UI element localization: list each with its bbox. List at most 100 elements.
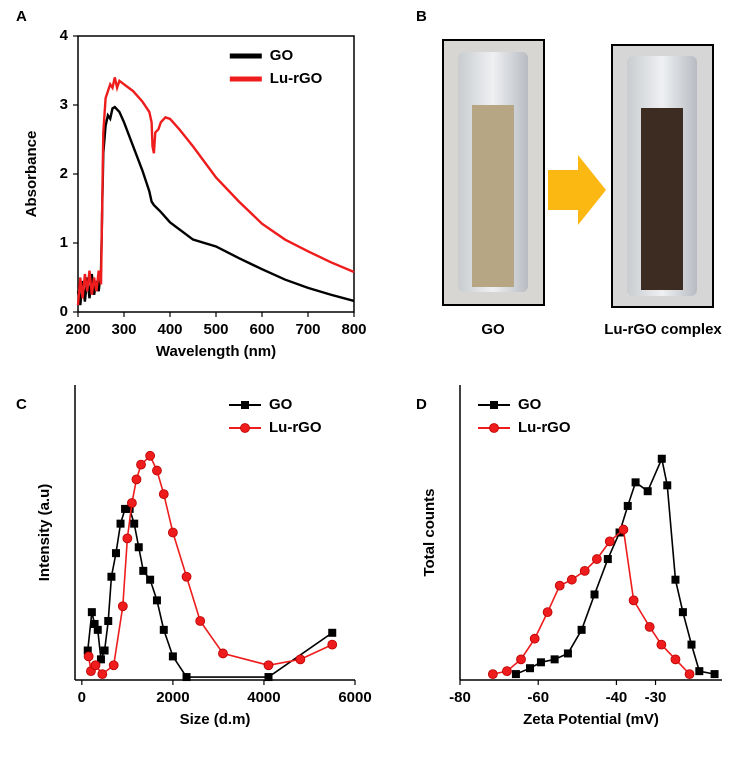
panel-letter: B	[416, 8, 427, 25]
marker	[678, 608, 687, 617]
arrow	[548, 155, 606, 225]
y-axis-label: Total counts	[421, 488, 438, 576]
y-tick-label: 4	[60, 27, 69, 44]
marker	[100, 646, 109, 655]
legend-marker	[241, 401, 249, 409]
marker	[563, 649, 572, 658]
marker	[96, 655, 105, 664]
marker	[644, 622, 655, 632]
x-tick-label: 800	[341, 321, 366, 338]
photo-panel: B GO Lu-rGO complex	[416, 8, 722, 338]
marker	[657, 454, 666, 463]
panel-letter: C	[16, 396, 27, 413]
series-line	[515, 456, 715, 675]
chart: A 200 300 400 500 600 700 800 0 1 2 3 4 Wavelength (n…	[16, 8, 367, 360]
marker	[83, 646, 92, 655]
marker	[93, 625, 102, 634]
marker	[168, 652, 177, 661]
legend-label: Lu-rGO	[518, 419, 571, 436]
x-tick-label: 400	[157, 321, 182, 338]
liquid	[472, 105, 514, 287]
legend-label: Lu-rGO	[270, 70, 323, 87]
photo-label: GO	[481, 321, 505, 338]
marker	[121, 504, 130, 513]
marker	[554, 580, 565, 591]
marker	[263, 660, 274, 671]
marker	[525, 664, 534, 673]
panel-letter: D	[416, 396, 427, 413]
marker	[295, 654, 306, 665]
x-tick-label: -80	[449, 689, 471, 706]
marker	[684, 669, 695, 679]
marker	[90, 660, 101, 671]
marker	[670, 654, 681, 665]
marker	[134, 543, 143, 552]
marker	[603, 555, 612, 564]
marker	[182, 673, 191, 682]
legend-marker	[490, 401, 498, 409]
x-tick-label: 500	[203, 321, 228, 338]
marker	[97, 669, 108, 679]
marker	[511, 670, 520, 679]
x-tick-label: -40	[606, 689, 628, 706]
legend-label: GO	[270, 47, 294, 64]
marker	[127, 498, 137, 508]
marker	[591, 554, 602, 564]
marker	[218, 648, 228, 659]
marker	[146, 575, 155, 584]
marker	[117, 601, 128, 612]
marker	[618, 524, 629, 535]
marker	[628, 595, 639, 606]
marker	[516, 654, 526, 665]
marker	[623, 501, 632, 510]
marker	[130, 519, 139, 528]
photo-label: Lu-rGO complex	[604, 321, 722, 338]
marker	[83, 651, 94, 662]
marker	[158, 489, 169, 500]
marker	[125, 504, 134, 513]
panel-letter: A	[16, 8, 27, 25]
series-line	[87, 454, 333, 676]
legend-label: GO	[269, 396, 293, 413]
marker	[131, 474, 142, 485]
marker	[643, 487, 652, 496]
y-axis-label: Absorbance	[23, 131, 40, 218]
marker	[136, 459, 146, 470]
marker	[107, 572, 116, 581]
x-axis-label: Wavelength (nm)	[156, 343, 276, 360]
marker	[671, 575, 680, 584]
legend-label: Lu-rGO	[269, 419, 322, 436]
liquid	[641, 108, 683, 290]
marker	[108, 660, 119, 671]
y-tick-label: 3	[60, 96, 68, 113]
marker	[502, 666, 512, 677]
marker	[152, 465, 162, 476]
x-tick-label: -30	[645, 689, 667, 706]
x-tick-label: 4000	[247, 689, 280, 706]
marker	[687, 640, 696, 649]
marker	[529, 633, 540, 644]
x-axis-label: Zeta Potential (mV)	[523, 711, 659, 728]
marker	[327, 639, 338, 650]
x-tick-label: 700	[295, 321, 320, 338]
marker	[195, 616, 206, 626]
marker	[550, 655, 559, 664]
marker	[487, 669, 498, 679]
legend-marker	[240, 423, 250, 433]
marker	[604, 536, 615, 547]
marker	[111, 549, 120, 558]
y-axis-label: Intensity (a.u)	[36, 484, 53, 582]
marker	[264, 673, 273, 682]
legend-marker	[489, 423, 499, 433]
marker	[104, 617, 113, 625]
x-tick-label: 6000	[338, 689, 371, 706]
x-tick-label: 300	[111, 321, 136, 338]
marker	[167, 527, 178, 538]
legend-label: GO	[518, 396, 542, 413]
marker	[139, 566, 148, 575]
marker	[579, 565, 590, 576]
x-tick-label: 2000	[156, 689, 189, 706]
y-tick-label: 0	[60, 303, 68, 320]
y-tick-label: 2	[60, 165, 68, 182]
